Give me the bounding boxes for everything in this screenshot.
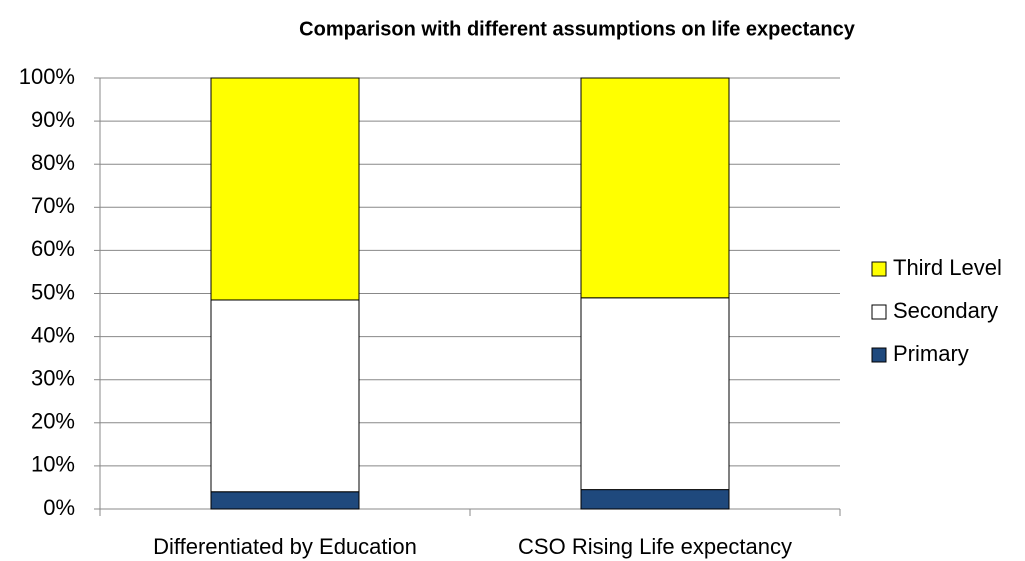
legend-swatch — [871, 304, 887, 320]
bar-segment — [210, 491, 360, 510]
legend-swatch — [871, 261, 887, 277]
y-tick-label: 100% — [19, 64, 75, 89]
y-tick-label: 80% — [31, 150, 75, 175]
bar-segment — [580, 297, 730, 491]
y-tick-label: 60% — [31, 236, 75, 261]
y-tick-label: 70% — [31, 193, 75, 218]
y-tick-label: 0% — [43, 495, 75, 520]
y-tick-label: 50% — [31, 279, 75, 304]
y-tick-label: 20% — [31, 409, 75, 434]
x-tick-label: Differentiated by Education — [153, 534, 417, 559]
y-tick-label: 90% — [31, 107, 75, 132]
x-tick-label: CSO Rising Life expectancy — [518, 534, 792, 559]
y-tick-label: 10% — [31, 452, 75, 477]
bar-segment — [210, 299, 360, 493]
legend-swatch — [871, 347, 887, 363]
legend-label: Third Level — [893, 255, 1002, 280]
bar-segment — [210, 77, 360, 301]
chart-title: Comparison with different assumptions on… — [299, 18, 856, 40]
legend-label: Secondary — [893, 298, 998, 323]
y-tick-label: 30% — [31, 366, 75, 391]
legend-label: Primary — [893, 341, 969, 366]
bar-segment — [580, 489, 730, 510]
bar-segment — [580, 77, 730, 299]
y-tick-label: 40% — [31, 322, 75, 347]
